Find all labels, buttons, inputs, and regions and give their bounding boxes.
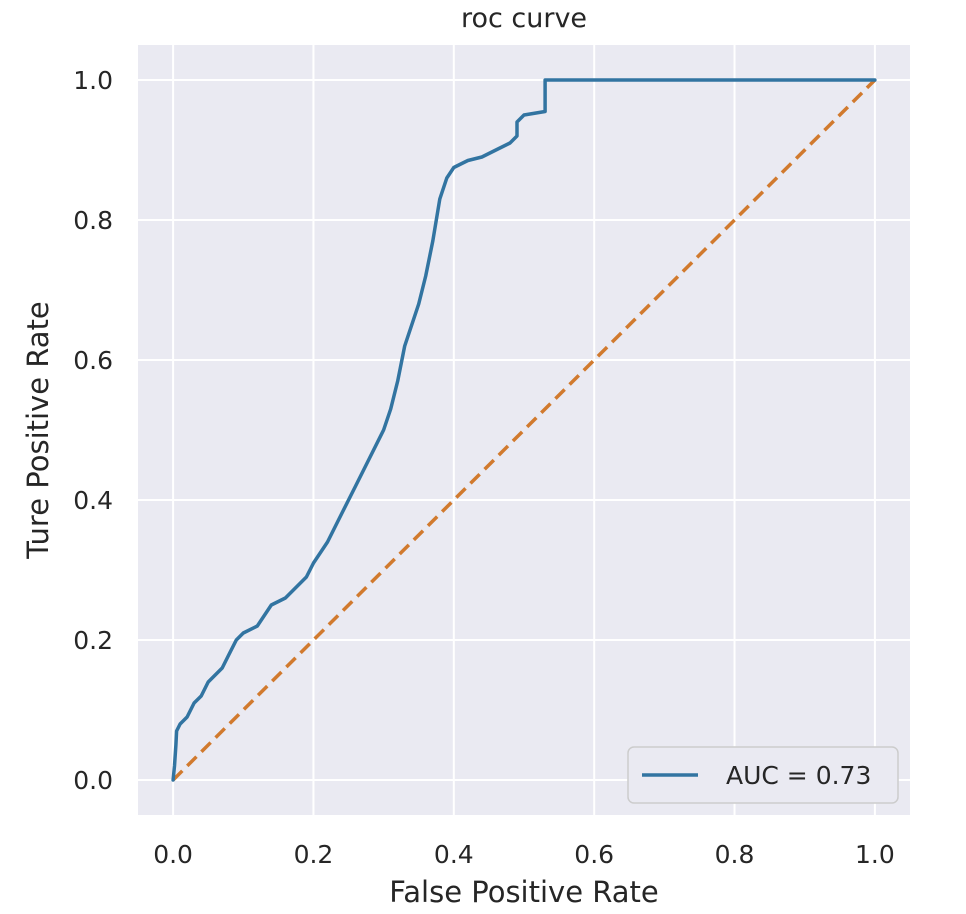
- y-tick-label: 0.2: [73, 626, 113, 655]
- gridlines: [138, 45, 910, 815]
- legend: AUC = 0.73: [627, 746, 899, 804]
- x-tick-label: 0.6: [574, 840, 614, 869]
- y-axis-label: Ture Positive Rate: [21, 301, 55, 560]
- y-tick-label: 0.6: [73, 346, 113, 375]
- y-axis-ticks: 0.0 0.2 0.4 0.6 0.8 1.0: [73, 66, 113, 795]
- y-tick-label: 0.0: [73, 766, 113, 795]
- x-tick-label: 0.4: [434, 840, 474, 869]
- chance-line: [171, 78, 877, 782]
- y-tick-label: 0.4: [73, 486, 113, 515]
- y-tick-label: 1.0: [73, 66, 113, 95]
- legend-box: [627, 746, 899, 804]
- plot-area: [138, 45, 910, 815]
- x-axis-ticks: 0.0 0.2 0.4 0.6 0.8 1.0: [153, 840, 895, 869]
- legend-label: AUC = 0.73: [726, 761, 871, 790]
- y-tick-label: 0.8: [73, 206, 113, 235]
- chart-title: roc curve: [461, 3, 587, 34]
- x-tick-label: 0.0: [153, 840, 193, 869]
- x-tick-label: 1.0: [855, 840, 895, 869]
- x-axis-label: False Positive Rate: [389, 875, 659, 909]
- roc-curve-line: [171, 78, 877, 782]
- x-tick-label: 0.2: [294, 840, 334, 869]
- series-group: [171, 78, 877, 782]
- x-tick-label: 0.8: [715, 840, 755, 869]
